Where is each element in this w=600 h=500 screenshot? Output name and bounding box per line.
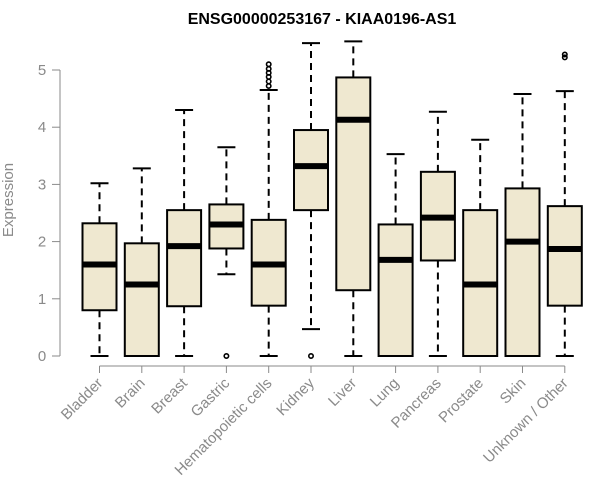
- box-gastric: [208, 146, 245, 359]
- y-tick-label: 4: [38, 119, 46, 136]
- x-tick-label: Kidney: [273, 374, 318, 419]
- box-hematopoietic-cells: [250, 61, 287, 357]
- outlier-point: [223, 352, 230, 359]
- iqr-box: [166, 209, 203, 308]
- iqr-box: [377, 223, 414, 357]
- y-tick-label: 3: [38, 176, 46, 193]
- iqr-box: [335, 76, 372, 292]
- y-tick-label: 2: [38, 234, 46, 251]
- iqr-box: [546, 205, 583, 307]
- box-skin: [504, 93, 541, 357]
- box-pancreas: [419, 110, 456, 357]
- box-liver: [335, 40, 372, 357]
- box-kidney: [293, 42, 329, 359]
- x-tick-label: Lung: [367, 375, 403, 411]
- outlier-point: [265, 83, 272, 90]
- outlier-point: [265, 65, 272, 72]
- y-axis-label: Expression: [0, 163, 17, 237]
- box-prostate: [462, 138, 499, 357]
- box-bladder: [81, 182, 118, 357]
- box-unknown-other: [546, 51, 583, 357]
- iqr-box: [123, 242, 160, 357]
- y-tick-label: 0: [38, 348, 46, 365]
- x-tick-label: Prostate: [435, 375, 487, 427]
- chart-title: ENSG00000253167 - KIAA0196-AS1: [188, 11, 457, 28]
- y-tick-label: 5: [38, 62, 46, 79]
- y-axis: 0 1 2 3 4 5: [38, 62, 61, 365]
- outlier-point: [561, 51, 568, 58]
- x-tick-label: Bladder: [58, 375, 107, 424]
- outlier-point: [265, 78, 272, 85]
- box-lung: [377, 153, 414, 357]
- boxes: [81, 40, 583, 359]
- x-tick-label: Liver: [325, 375, 360, 410]
- outlier-point: [265, 61, 272, 68]
- y-tick-label: 1: [38, 291, 46, 308]
- box-breast: [166, 109, 203, 357]
- outlier-point: [561, 54, 568, 61]
- x-tick-label: Brain: [112, 375, 149, 412]
- box-brain: [123, 167, 160, 357]
- iqr-box: [293, 129, 329, 212]
- x-tick-label: Breast: [148, 374, 191, 417]
- outlier-point: [307, 352, 314, 359]
- iqr-box: [504, 187, 541, 357]
- x-tick-label: Skin: [497, 375, 530, 408]
